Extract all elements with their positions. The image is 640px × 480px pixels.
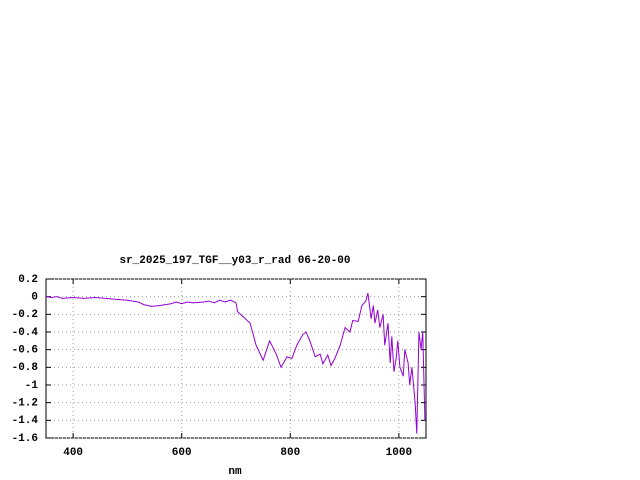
y-tick-label: -0.6 <box>12 345 38 357</box>
y-tick-label: 0 <box>31 292 38 304</box>
y-tick-label: -1.2 <box>12 398 38 410</box>
y-tick-label: -0.8 <box>12 362 39 374</box>
data-line <box>45 292 426 434</box>
y-tick-label: -0.2 <box>12 309 38 321</box>
y-tick-label: -1 <box>25 380 39 392</box>
y-tick-label: 0.2 <box>18 274 38 286</box>
x-tick-label: 800 <box>280 447 300 459</box>
x-tick-label: 1000 <box>386 447 412 459</box>
y-tick-label: -1.4 <box>12 415 39 427</box>
y-tick-label: -0.4 <box>12 327 39 339</box>
chart-title: sr_2025_197_TGF__y03_r_rad 06-20-00 <box>119 255 350 267</box>
x-tick-label: 400 <box>63 447 83 459</box>
x-tick-label: 600 <box>172 447 192 459</box>
plot-border <box>45 278 427 439</box>
y-tick-label: -1.6 <box>12 433 38 445</box>
x-axis-label: nm <box>228 466 242 478</box>
